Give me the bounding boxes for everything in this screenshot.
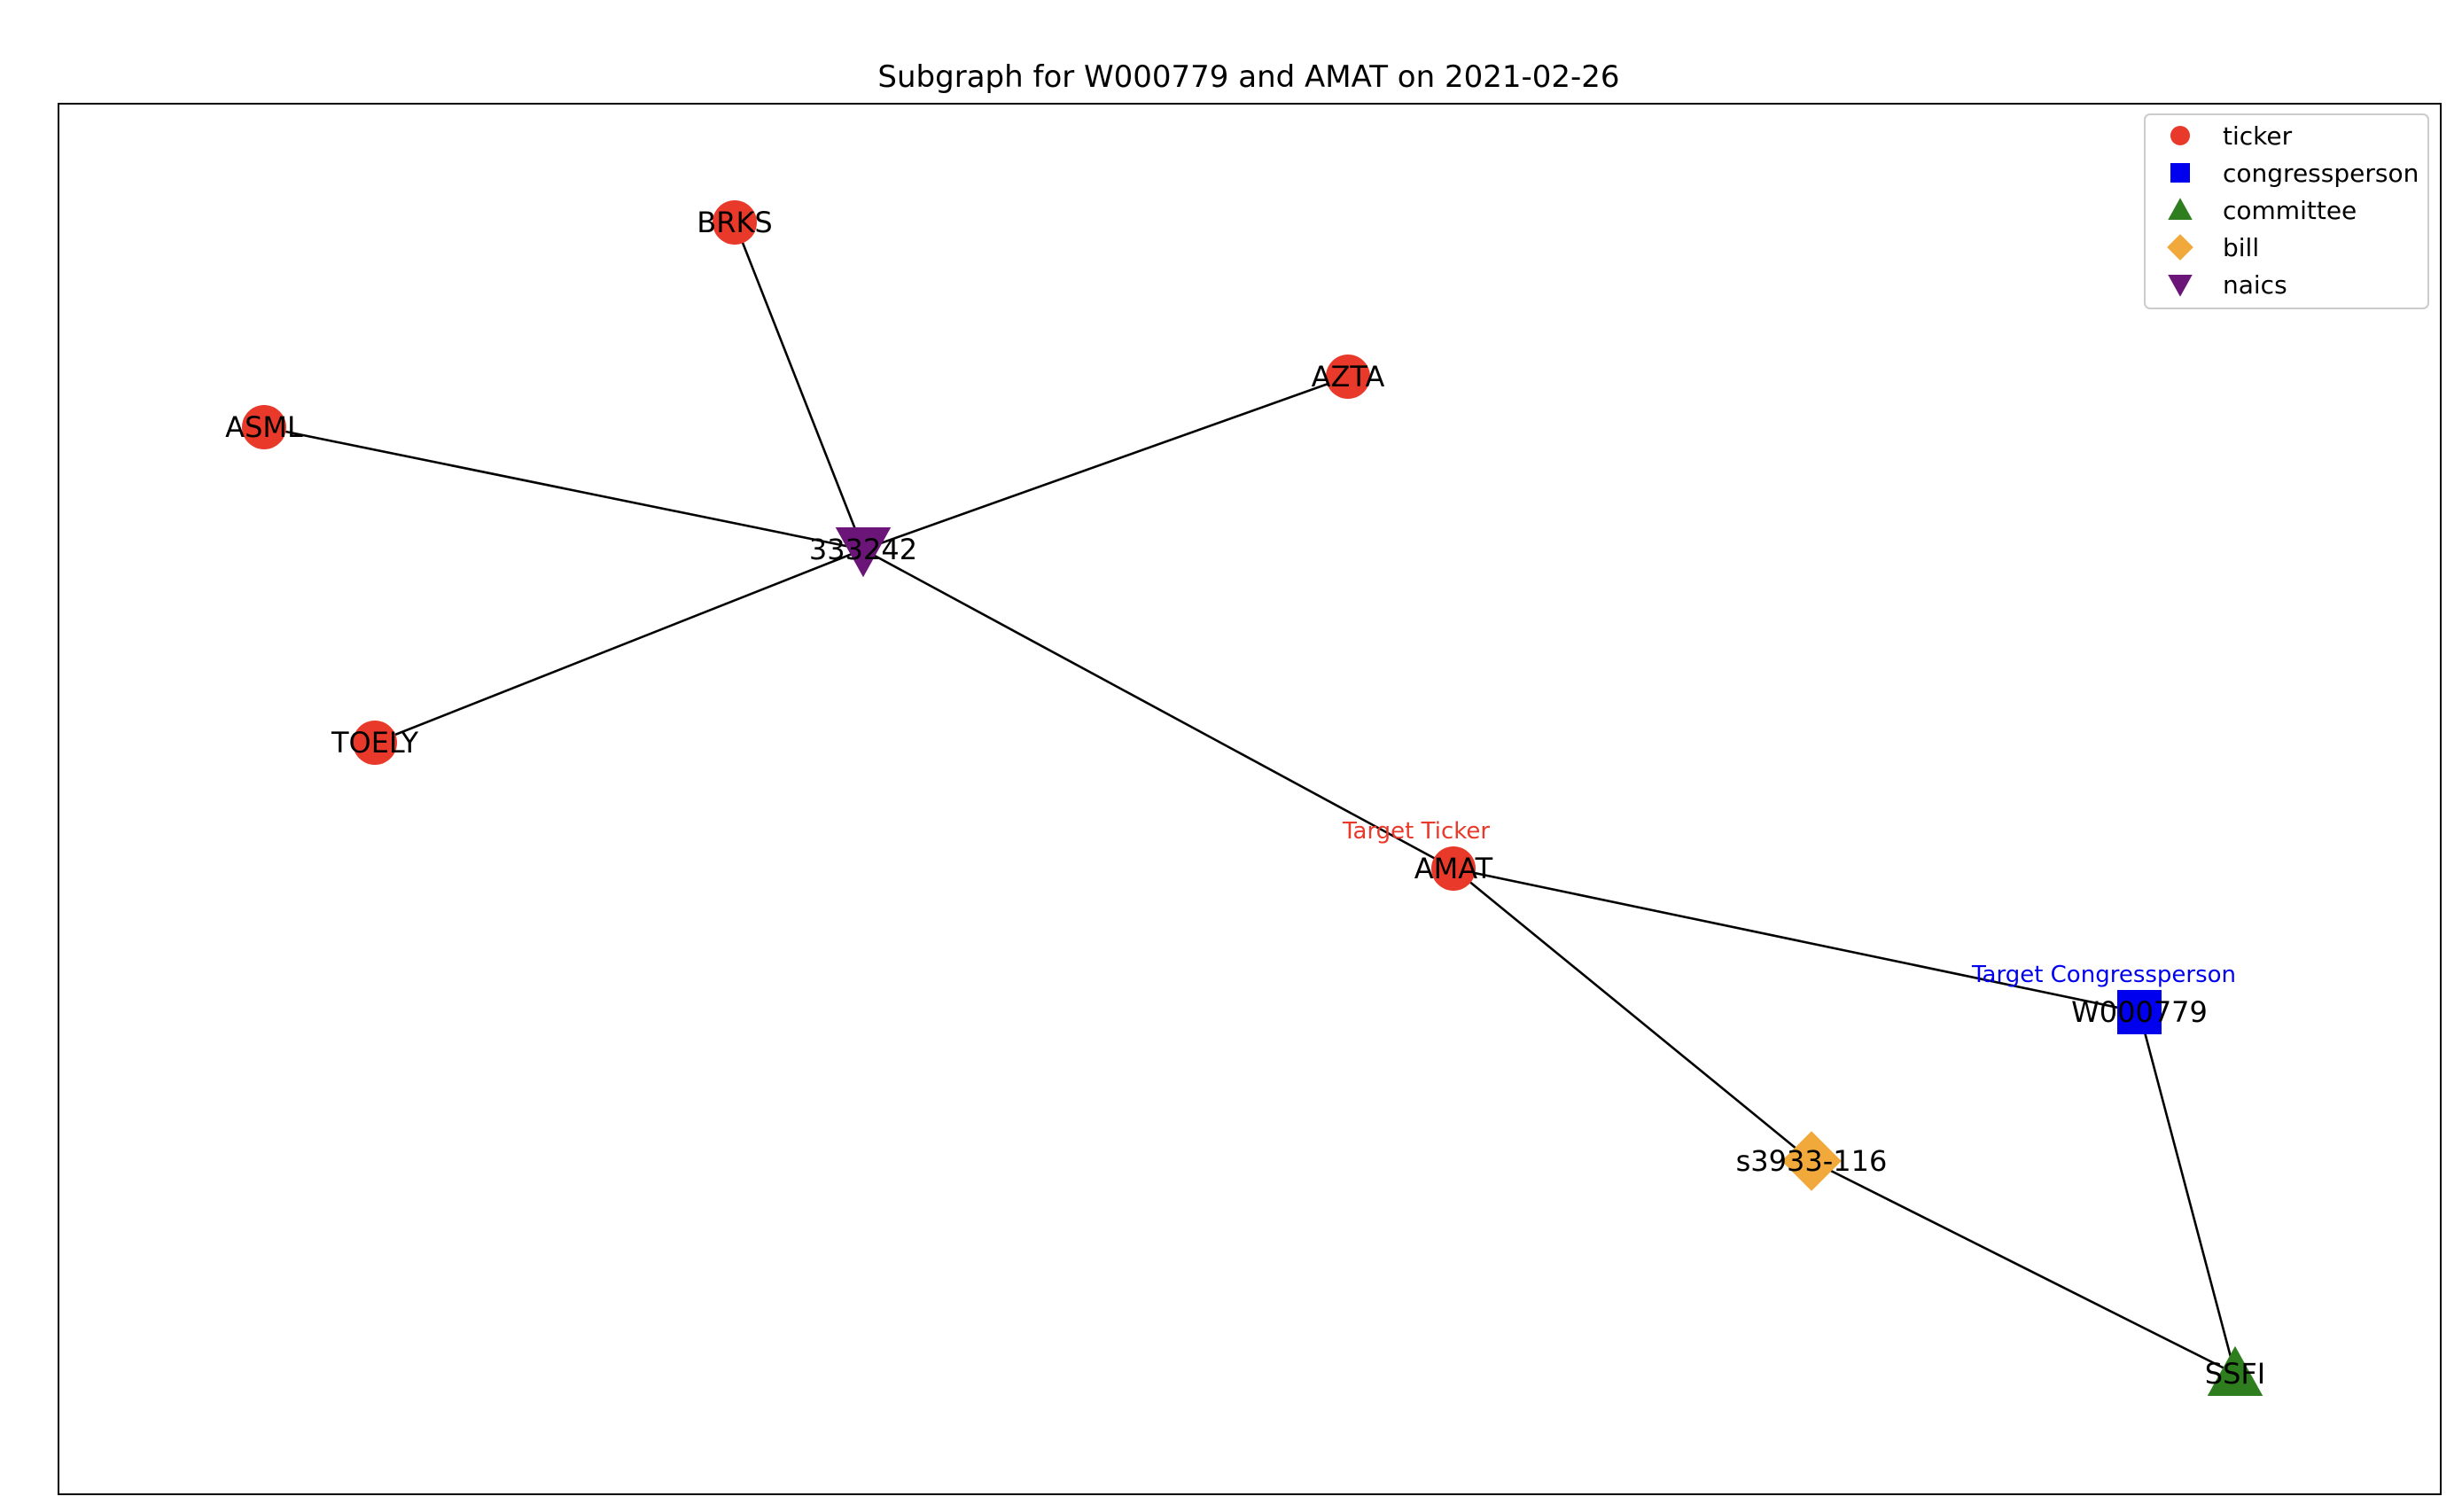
node-label-W000779: W000779 <box>2071 995 2208 1029</box>
labels-layer: BRKS AZTA ASML 333242 TOELY AMAT Target Ticker… <box>225 206 2265 1391</box>
node-AMAT <box>1431 846 1476 891</box>
plot-frame <box>58 103 2442 1495</box>
legend-label-bill: bill <box>2223 233 2259 262</box>
edge-s3933-116-SSFI <box>1811 1159 2236 1376</box>
legend-marker-naics <box>2168 275 2193 297</box>
edge-TOELY-333242 <box>374 548 864 744</box>
legend-marker-committee <box>2168 198 2193 220</box>
edges-layer <box>263 222 2237 1376</box>
node-label-AZTA: AZTA <box>1312 360 1385 394</box>
legend-box <box>2144 113 2429 309</box>
node-BRKS <box>713 200 757 245</box>
legend-marker-ticker <box>2170 126 2190 145</box>
node-label-AMAT: AMAT <box>1414 852 1493 885</box>
annotation-W000779: Target Congressperson <box>1971 962 2236 988</box>
edge-AMAT-s3933-116 <box>1453 867 1812 1163</box>
node-label-333242: 333242 <box>809 533 917 566</box>
legend-label-congressperson: congressperson <box>2223 159 2419 188</box>
legend-label-committee: committee <box>2223 196 2357 225</box>
node-SSFI <box>2207 1345 2263 1396</box>
node-AZTA <box>1326 355 1370 399</box>
edge-BRKS-333242 <box>733 222 865 550</box>
node-label-TOELY: TOELY <box>331 726 419 760</box>
legend-label-ticker: ticker <box>2223 121 2293 151</box>
node-333242 <box>835 527 892 578</box>
legend-marker-congressperson <box>2170 163 2190 183</box>
edge-ASML-333242 <box>263 425 864 551</box>
annotation-AMAT: Target Ticker <box>1342 818 1490 845</box>
chart-title: Subgraph for W000779 and AMAT on 2021-02… <box>877 59 1619 95</box>
edge-AZTA-333242 <box>862 375 1349 551</box>
node-label-SSFI: SSFI <box>2205 1357 2265 1391</box>
legend-label-naics: naics <box>2223 270 2287 300</box>
node-label-s3933-116: s3933-116 <box>1736 1144 1888 1178</box>
legend: ticker congressperson committee bill naics <box>2144 113 2429 309</box>
node-TOELY <box>353 721 397 765</box>
edge-W000779-SSFI <box>2138 1011 2237 1375</box>
node-ASML <box>242 405 286 449</box>
edge-AMAT-W000779 <box>1453 867 2140 1014</box>
nodes-layer <box>242 200 2263 1396</box>
node-W000779 <box>2117 990 2162 1034</box>
node-s3933-116 <box>1781 1131 1842 1191</box>
legend-marker-bill <box>2167 234 2193 261</box>
node-label-ASML: ASML <box>225 410 303 444</box>
edge-333242-AMAT <box>862 548 1454 870</box>
node-label-BRKS: BRKS <box>697 206 772 239</box>
